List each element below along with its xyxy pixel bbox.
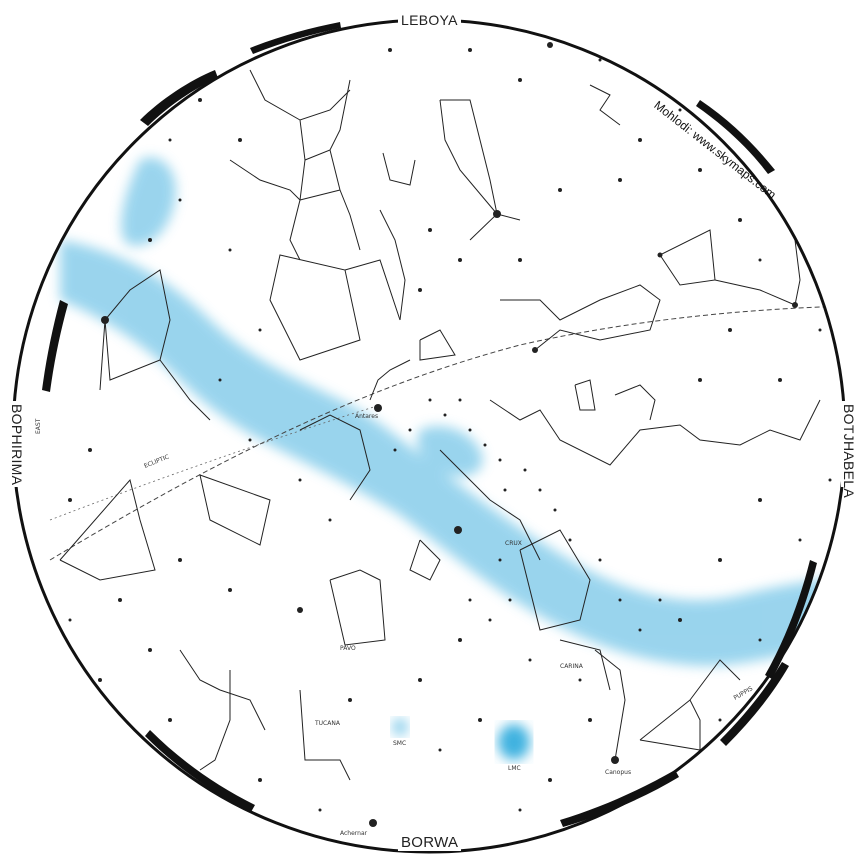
crux-label: CRUX [505,540,522,547]
antares-label: Antares [355,413,378,420]
lmc-label: LMC [508,765,521,772]
milky-way [60,157,845,666]
east-marker-label: EAST [35,418,42,434]
smc-cloud [392,718,408,736]
direction-south-label: BORWA [398,834,462,851]
direction-north-label: LEBOYA [398,12,461,28]
constellation-lines [59,69,821,781]
carina-label: CARINA [560,663,584,670]
canopus-label: Canopus [605,769,631,776]
lmc-cloud [498,724,530,760]
ecliptic-line [49,305,845,561]
smc-label: SMC [393,740,406,747]
tucana-label: TUCANA [314,720,341,727]
equator-line [49,404,381,521]
pavo-label: PAVO [340,645,356,652]
direction-east-label: BOTJHABELA [841,401,854,498]
horizon-silhouette [42,22,817,827]
direction-west-label: BOPHIRIMA [9,401,25,487]
achernar-label: Achernar [340,830,368,837]
